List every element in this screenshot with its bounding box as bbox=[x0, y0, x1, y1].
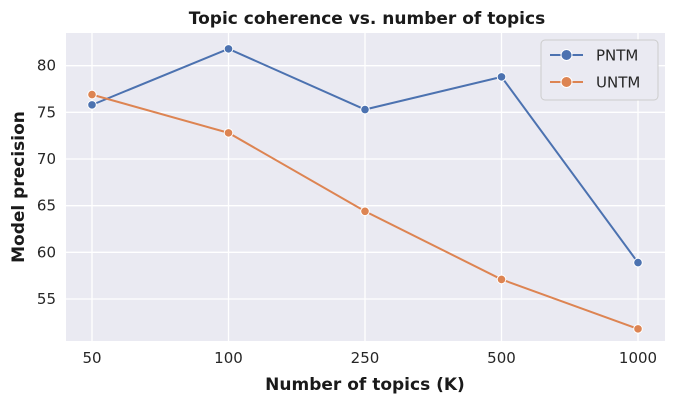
y-tick-label: 55 bbox=[37, 290, 56, 308]
series-untm bbox=[87, 89, 643, 334]
series-pntm bbox=[87, 44, 643, 268]
legend: PNTM UNTM bbox=[540, 39, 659, 101]
y-tick-label: 70 bbox=[37, 150, 56, 168]
y-tick-label: 65 bbox=[37, 197, 56, 215]
legend-marker-untm bbox=[560, 76, 573, 88]
x-tick-label: 1000 bbox=[619, 349, 657, 367]
data-point-pntm bbox=[87, 100, 97, 110]
data-point-untm bbox=[633, 324, 643, 334]
y-tick-label: 80 bbox=[37, 57, 56, 75]
grid bbox=[66, 33, 665, 341]
x-tick-label: 500 bbox=[487, 349, 516, 367]
data-point-pntm bbox=[360, 104, 370, 115]
legend-marker-pntm bbox=[560, 49, 573, 61]
data-point-pntm bbox=[633, 257, 643, 268]
x-axis-label: Number of topics (K) bbox=[265, 375, 465, 395]
data-point-untm bbox=[87, 89, 97, 100]
y-axis-label: Model precision bbox=[9, 111, 29, 263]
x-tick-labels: 50 100 250 500 1000 bbox=[82, 349, 657, 367]
y-tick-label: 60 bbox=[37, 243, 56, 261]
data-point-untm bbox=[496, 274, 507, 285]
x-tick-label: 50 bbox=[82, 349, 101, 367]
series-layer bbox=[87, 44, 643, 334]
data-point-pntm bbox=[223, 44, 234, 54]
data-point-untm bbox=[360, 206, 370, 217]
y-tick-label: 75 bbox=[37, 103, 56, 121]
x-tick-label: 100 bbox=[214, 349, 243, 367]
chart-title: Topic coherence vs. number of topics bbox=[189, 9, 545, 29]
legend-label-untm: UNTM bbox=[596, 74, 640, 92]
legend-label-pntm: PNTM bbox=[596, 47, 638, 65]
x-tick-label: 250 bbox=[351, 349, 380, 367]
data-point-untm bbox=[223, 128, 234, 138]
y-tick-labels: 55 60 65 70 75 80 bbox=[37, 57, 56, 308]
data-point-pntm bbox=[496, 72, 507, 82]
